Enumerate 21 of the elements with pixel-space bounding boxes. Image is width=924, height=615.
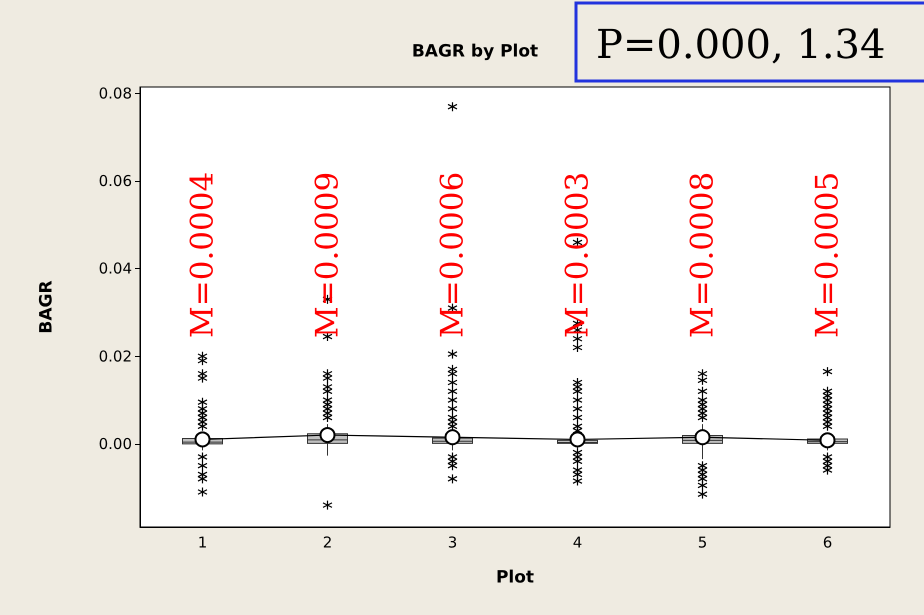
x-tick-label: 4 (572, 534, 582, 552)
chart-title: BAGR by Plot (412, 42, 538, 62)
x-tick-label: 3 (448, 534, 458, 552)
x-tick-label: 2 (322, 534, 332, 552)
annotation: M=0.0009 (310, 172, 346, 338)
y-tick-label: 0.00 (98, 434, 132, 453)
annotation: M=0.0006 (434, 172, 470, 338)
y-tick-label: 0.06 (98, 172, 132, 190)
y-axis-title: BAGR (36, 280, 56, 334)
annotation: M=0.0005 (810, 172, 846, 338)
annotation: M=0.0004 (184, 172, 220, 338)
y-tick-label: 0.02 (98, 347, 132, 366)
annotation: M=0.0003 (560, 172, 596, 338)
x-tick-label: 6 (822, 534, 832, 552)
text: P=0.000, 1.34 (596, 22, 886, 68)
y-tick-label: 0.08 (98, 84, 132, 103)
annotation: M=0.0008 (684, 172, 720, 338)
x-axis-title: Plot (496, 568, 534, 588)
x-tick-label: 1 (198, 534, 208, 552)
y-tick-label: 0.04 (98, 260, 132, 278)
x-tick-label: 5 (698, 534, 708, 552)
